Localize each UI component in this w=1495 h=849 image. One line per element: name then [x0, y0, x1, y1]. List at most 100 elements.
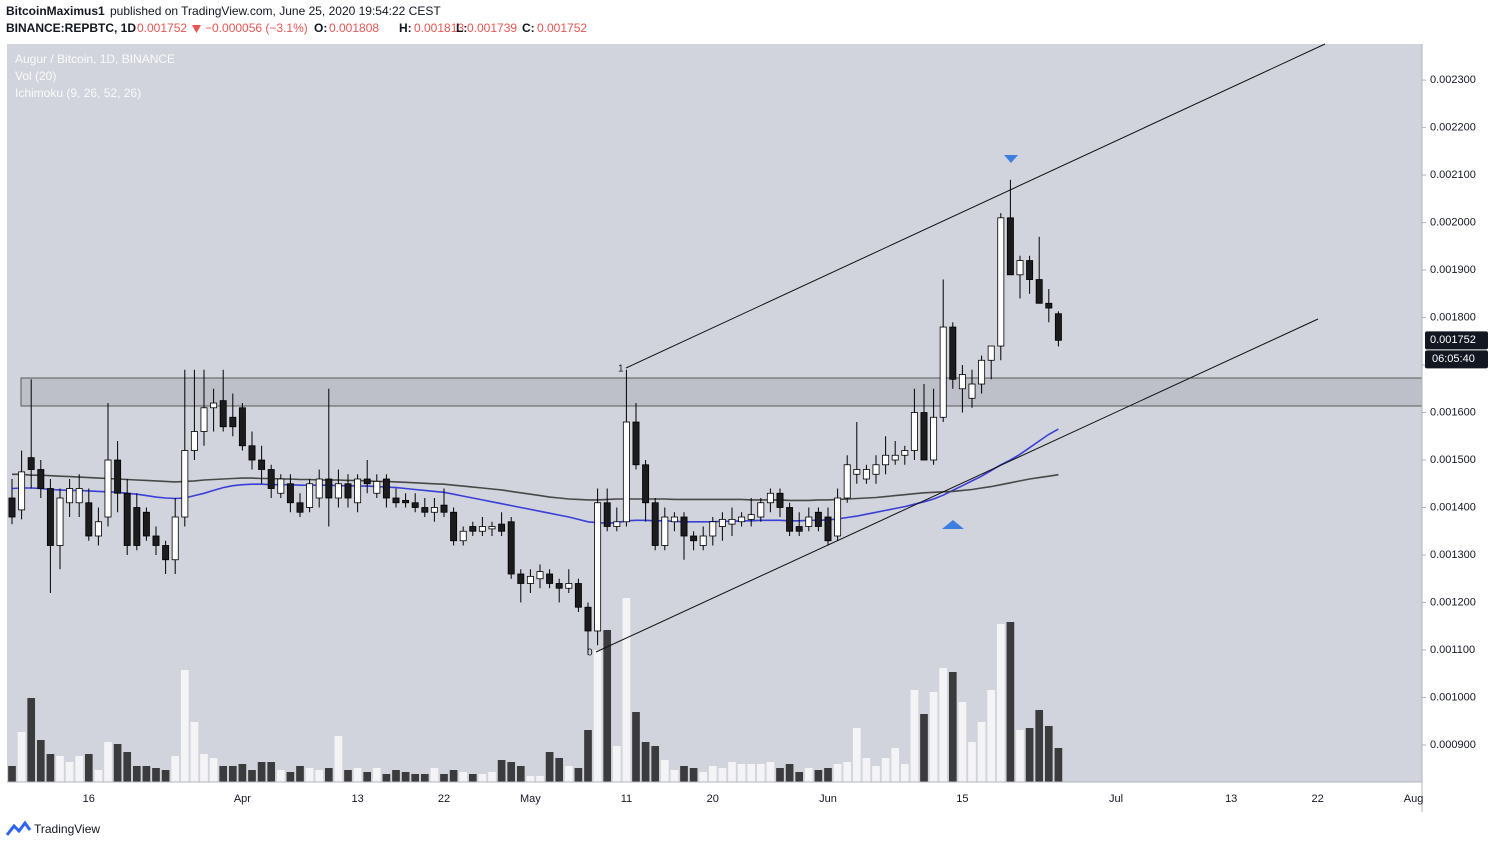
x-tick-label: 16	[83, 793, 95, 805]
volume-bar	[248, 770, 256, 782]
annotation: 0	[587, 648, 593, 659]
y-tick-label: 0.002300	[1430, 74, 1476, 86]
candle-body	[997, 217, 1005, 347]
volume-bar	[94, 770, 103, 782]
x-tick-label: 15	[956, 793, 968, 805]
volume-bar	[737, 764, 746, 782]
candle-body	[632, 421, 640, 466]
candle-body	[709, 521, 717, 537]
candle-body	[306, 483, 314, 508]
volume-bar	[622, 598, 631, 782]
volume-bar	[113, 744, 122, 782]
volume-bar	[910, 690, 919, 782]
candle-body	[498, 523, 506, 532]
volume-bar	[603, 630, 612, 782]
volume-bar	[795, 772, 804, 782]
candle-body	[891, 454, 899, 461]
volume-bar	[843, 762, 852, 782]
y-tick-label: 0.002000	[1430, 216, 1476, 228]
y-tick-label: 0.001300	[1430, 549, 1476, 561]
candle-body	[56, 497, 64, 546]
candle-body	[565, 583, 573, 589]
volume-bar	[728, 762, 736, 782]
brand-logo	[5, 820, 32, 836]
candle-body	[363, 478, 371, 485]
volume-bar	[84, 754, 93, 782]
volume-bar	[430, 768, 439, 782]
ohlc-key: O:	[314, 21, 327, 35]
x-tick-label: Apr	[234, 793, 251, 805]
candle-body	[930, 416, 938, 461]
candle-body	[546, 573, 554, 584]
volume-layer	[8, 598, 1063, 782]
volume-bar	[440, 774, 448, 782]
candle-body	[1054, 313, 1062, 341]
x-tick-label: 22	[438, 793, 450, 805]
candle-body	[334, 483, 342, 499]
volume-bar	[411, 774, 420, 782]
candle-body	[354, 478, 362, 504]
trend-line	[625, 43, 1326, 369]
candle-body	[392, 497, 400, 504]
y-tick-label: 0.000900	[1430, 739, 1476, 751]
indicator-legend: Ichimoku (9, 26, 52, 26)	[15, 86, 141, 100]
candle-body	[46, 488, 54, 546]
candle-body	[200, 407, 208, 432]
volume-bar	[132, 766, 141, 782]
candle-body	[104, 459, 112, 518]
volume-bar	[958, 702, 967, 782]
volume-bar	[670, 770, 679, 782]
candle-body	[18, 471, 26, 511]
volume-bar	[632, 712, 640, 782]
volume-bar	[756, 764, 765, 782]
candle-body	[680, 516, 688, 537]
candle-body	[8, 497, 16, 518]
x-tick-label: 11	[621, 793, 632, 805]
volume-bar	[555, 758, 564, 782]
candle-body	[776, 492, 784, 508]
y-tick-label: 0.001600	[1430, 406, 1476, 418]
volume-bar	[257, 762, 266, 782]
candle-body	[411, 502, 419, 508]
symbol: BINANCE:REPBTC, 1D	[6, 21, 136, 35]
volume-bar	[392, 770, 400, 782]
x-tick-label: Jul	[1109, 793, 1123, 805]
volume-bar	[420, 774, 429, 782]
x-tick-label: May	[520, 793, 541, 805]
x-tick-label: 13	[1225, 793, 1237, 805]
volume-bar	[766, 762, 775, 782]
candle-body	[507, 521, 515, 575]
ohlc-value: 0.001813	[414, 21, 464, 35]
volume-bar	[852, 728, 861, 782]
volume-bar	[948, 672, 957, 782]
candle-body	[1006, 217, 1014, 276]
brand: TradingView	[34, 822, 100, 836]
volume-bar	[315, 770, 324, 782]
last: 0.001752	[137, 21, 187, 35]
candle-body	[94, 521, 102, 537]
volume-bar	[699, 772, 708, 782]
candle-body	[738, 516, 746, 523]
candle-body	[1035, 279, 1043, 304]
ohlc-value: 0.001752	[537, 21, 587, 35]
volume-bar	[267, 762, 276, 782]
indicator-legend: Vol (20)	[15, 69, 56, 83]
candle-body	[37, 469, 45, 489]
candle-body	[555, 583, 563, 589]
volume-bar	[747, 764, 756, 782]
x-tick-label: Jun	[819, 793, 837, 805]
candle-layer	[8, 179, 1062, 655]
volume-bar	[545, 752, 554, 782]
volume-bar	[75, 756, 84, 782]
candle-body	[1045, 302, 1053, 309]
volume-bar	[468, 774, 477, 782]
volume-bar	[584, 730, 592, 782]
volume-bar	[305, 768, 314, 782]
candle-body	[219, 400, 227, 428]
logo-mark	[5, 820, 32, 836]
volume-bar	[104, 742, 112, 782]
candle-body	[786, 507, 794, 532]
volume-bar	[718, 768, 727, 782]
candle-body	[469, 526, 477, 532]
y-tick-label: 0.001200	[1430, 596, 1476, 608]
